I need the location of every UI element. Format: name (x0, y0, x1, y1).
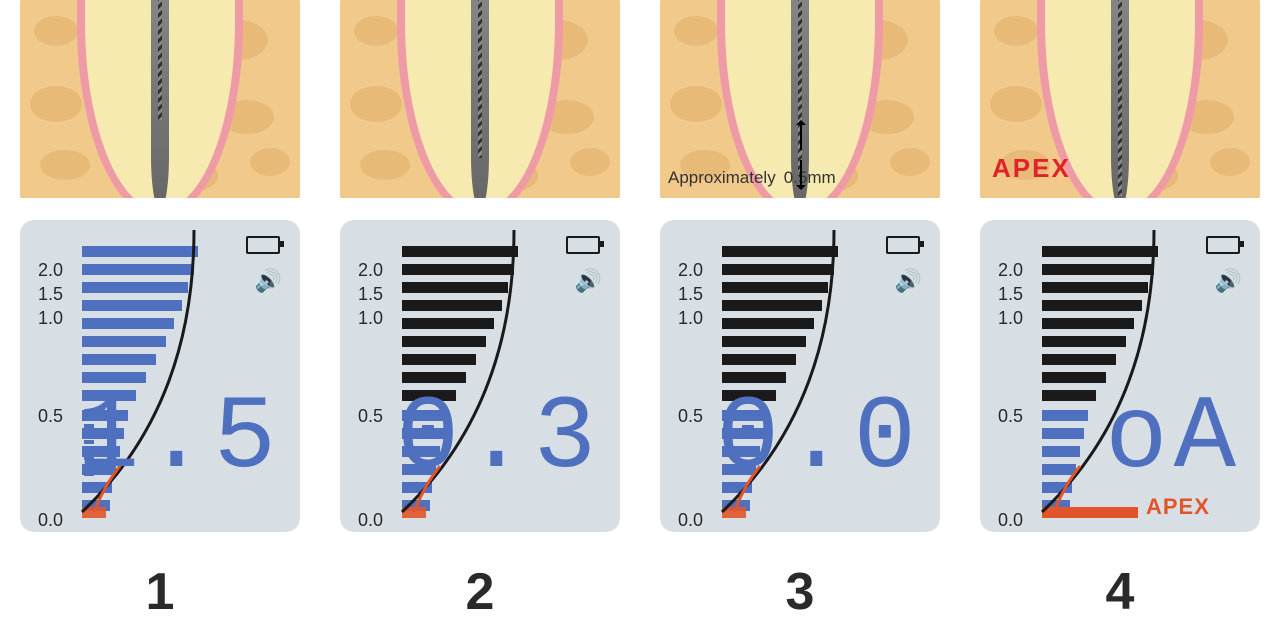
scale-bar (1042, 354, 1116, 365)
panel-number: 1 (20, 562, 300, 622)
scale-bar (1042, 318, 1134, 329)
scale-bar (402, 354, 476, 365)
battery-icon (1206, 236, 1240, 254)
scale-bar (1042, 372, 1106, 383)
battery-icon (246, 236, 280, 254)
sound-icon: 🔊 (1215, 268, 1242, 294)
approx-label: Approximately0.5mm (668, 168, 836, 188)
scale-label: 1.5 (678, 284, 703, 305)
scale-label: 2.0 (998, 260, 1023, 281)
scale-bar (1042, 264, 1154, 275)
distance-readout: oA (1105, 380, 1242, 498)
scale-bar (82, 318, 174, 329)
scale-label: 1.0 (678, 308, 703, 329)
scale-label: 2.0 (38, 260, 63, 281)
tooth-panel-4: APEX (980, 0, 1260, 198)
scale-label: 0.0 (38, 510, 63, 531)
scale-label: 1.0 (38, 308, 63, 329)
scale-bar (82, 354, 156, 365)
scale-label: 1.0 (998, 308, 1023, 329)
scale-label: 2.0 (678, 260, 703, 281)
battery-icon (566, 236, 600, 254)
panel-number: 2 (340, 562, 620, 622)
apex-indicator (722, 507, 746, 518)
scale-label: 1.5 (38, 284, 63, 305)
apex-indicator (82, 507, 106, 518)
scale-bar (1042, 336, 1126, 347)
tooth-panel-1 (20, 0, 300, 198)
distance-readout: 0.3 (397, 380, 602, 498)
scale-bar (82, 336, 166, 347)
scale-bar (402, 318, 494, 329)
scale-label: 1.5 (998, 284, 1023, 305)
sound-icon: 🔊 (255, 268, 282, 294)
lcd-panel-1: 🔊 2.0 1.5 1.0 0.5 0.0 1.5 (20, 220, 300, 532)
scale-bar (722, 354, 796, 365)
scale-bar (722, 264, 834, 275)
scale-bar (402, 264, 514, 275)
scale-bar (1042, 464, 1076, 475)
battery-icon (886, 236, 920, 254)
scale-bar (722, 318, 814, 329)
lcd-panel-2: 🔊 2.0 1.5 1.0 0.5 0.0 0.3 (340, 220, 620, 532)
scale-bar (1042, 482, 1072, 493)
panel-number: 4 (980, 562, 1260, 622)
scale-label: 1.5 (358, 284, 383, 305)
scale-label: 2.0 (358, 260, 383, 281)
scale-label: 0.5 (38, 406, 63, 427)
tooth-panel-3: Approximately0.5mm (660, 0, 940, 198)
scale-bar (1042, 300, 1142, 311)
scale-bar (402, 336, 486, 347)
apex-label: APEX (992, 153, 1071, 184)
scale-bar (1042, 390, 1096, 401)
scale-label: 1.0 (358, 308, 383, 329)
apex-indicator (402, 507, 426, 518)
scale-bar (722, 300, 822, 311)
scale-bar (82, 300, 182, 311)
scale-bar (722, 282, 828, 293)
scale-bar (1042, 446, 1080, 457)
tooth-panel-2 (340, 0, 620, 198)
panel-number: 3 (660, 562, 940, 622)
lcd-panel-4: 🔊2.01.51.00.50.0APEXoA (980, 220, 1260, 532)
scale-bar (1042, 282, 1148, 293)
scale-label: 0.0 (678, 510, 703, 531)
apex-indicator (1042, 507, 1138, 518)
scale-label: 0.5 (358, 406, 383, 427)
scale-bar (402, 300, 502, 311)
sound-icon: 🔊 (895, 268, 922, 294)
scale-label: 0.5 (998, 406, 1023, 427)
scale-label: 0.0 (358, 510, 383, 531)
scale-bar (722, 336, 806, 347)
distance-readout: 0.0 (717, 380, 922, 498)
scale-bar (1042, 428, 1084, 439)
lcd-panel-3: 🔊 2.0 1.5 1.0 0.5 0.0 0.0 (660, 220, 940, 532)
sound-icon: 🔊 (575, 268, 602, 294)
scale-bar (82, 246, 198, 257)
memory-bar (1044, 410, 1080, 416)
scale-bar (82, 264, 194, 275)
scale-bar (1042, 246, 1158, 257)
scale-label: 0.0 (998, 510, 1023, 531)
distance-readout: 1.5 (77, 380, 282, 498)
scale-bar (722, 246, 838, 257)
scale-bar (82, 282, 188, 293)
scale-bar (402, 282, 508, 293)
scale-label: 0.5 (678, 406, 703, 427)
scale-bar (402, 246, 518, 257)
